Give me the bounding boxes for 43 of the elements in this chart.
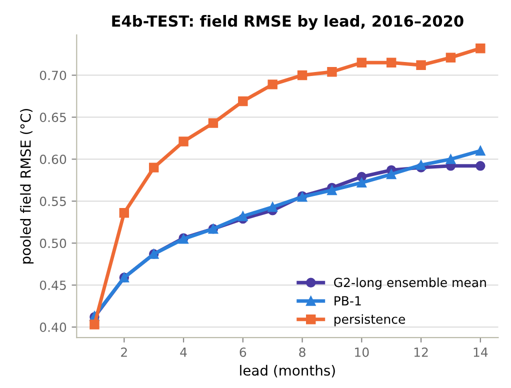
y-tick-label: 0.50: [40, 238, 66, 248]
x-tick-label: 10: [355, 348, 369, 357]
point: [238, 96, 248, 106]
point: [327, 185, 337, 196]
y-tick-label: 0.40: [40, 322, 66, 332]
legend-label: G2-long ensemble mean: [334, 278, 486, 290]
point: [268, 80, 278, 90]
x-tick-label: 14: [474, 348, 488, 357]
point: [416, 160, 426, 170]
y-tick-label: 0.45: [40, 280, 66, 290]
y-tick-label: 0.55: [40, 196, 66, 206]
y-axis-title: pooled field RMSE (°C): [20, 108, 34, 264]
point: [356, 58, 367, 68]
point: [327, 66, 337, 77]
point: [208, 118, 218, 128]
x-tick-label: 4: [180, 348, 187, 357]
point: [297, 70, 308, 80]
legend-label: PB-1: [334, 296, 361, 306]
point: [148, 162, 159, 172]
point: [356, 178, 367, 188]
x-tick-label: 12: [414, 348, 428, 357]
y-tick-label: 0.70: [40, 70, 66, 80]
chart-title: E4b-TEST: field RMSE by lead, 2016–2020: [112, 14, 464, 30]
x-axis-title: lead (months): [240, 364, 335, 378]
y-tick-label: 0.65: [40, 112, 66, 122]
point: [416, 60, 426, 70]
point: [119, 208, 130, 218]
point: [178, 136, 188, 146]
x-tick-label: 8: [299, 348, 306, 357]
point: [446, 154, 456, 164]
legend-label: persistence: [334, 314, 406, 326]
point: [386, 169, 396, 180]
point: [268, 202, 278, 212]
point: [446, 52, 456, 62]
point: [476, 146, 486, 156]
x-tick-label: 2: [121, 348, 127, 357]
point: [90, 320, 100, 330]
point: [386, 58, 396, 68]
point: [476, 161, 486, 171]
y-tick-label: 0.60: [40, 154, 66, 164]
point: [476, 43, 486, 54]
x-tick-label: 6: [240, 348, 246, 357]
point: [238, 211, 248, 222]
